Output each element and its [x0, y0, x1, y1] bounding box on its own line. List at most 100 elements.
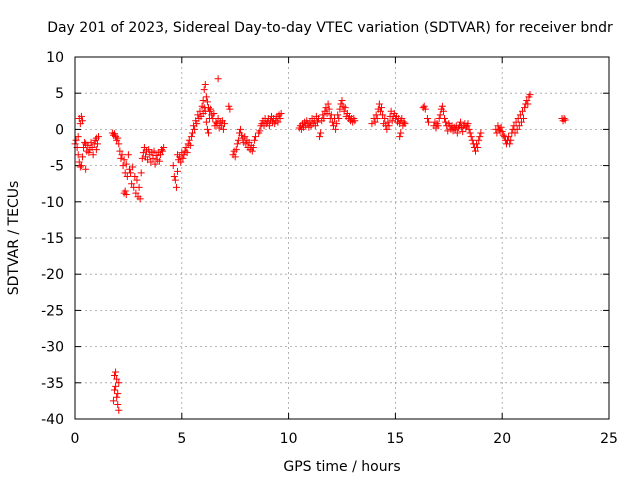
data-point — [138, 154, 146, 162]
data-point — [457, 118, 465, 126]
data-point — [72, 136, 80, 144]
x-tick-label: 15 — [386, 431, 404, 447]
data-point — [77, 162, 85, 170]
data-point — [251, 133, 259, 141]
data-point — [271, 120, 279, 128]
data-point — [120, 156, 128, 164]
data-point — [170, 172, 178, 180]
data-point — [199, 96, 207, 104]
data-point — [453, 129, 461, 137]
data-point — [82, 165, 90, 173]
data-point — [122, 191, 130, 199]
data-point — [328, 118, 336, 126]
data-point — [213, 120, 221, 128]
data-point — [313, 118, 321, 126]
x-tick-label: 25 — [600, 431, 618, 447]
data-point — [202, 118, 210, 126]
data-point — [379, 111, 387, 119]
data-point — [81, 138, 89, 146]
data-point — [80, 144, 88, 151]
data-point — [561, 116, 569, 124]
data-point — [303, 117, 311, 125]
data-point — [375, 100, 383, 108]
data-point — [459, 128, 467, 136]
data-point — [323, 109, 331, 117]
data-point — [118, 151, 126, 159]
data-point — [137, 169, 145, 177]
data-point — [476, 133, 484, 141]
data-point — [194, 111, 202, 119]
x-tick-label: 20 — [493, 431, 511, 447]
data-point — [341, 104, 349, 112]
data-point — [231, 153, 239, 161]
y-tick-label: -20 — [41, 267, 64, 283]
data-point — [219, 125, 227, 133]
data-point — [338, 96, 346, 104]
data-point — [376, 107, 384, 115]
data-point — [149, 154, 157, 162]
data-point — [335, 115, 343, 123]
y-tick-label: 10 — [46, 50, 64, 66]
data-point — [322, 104, 330, 112]
data-point — [122, 160, 130, 168]
data-point — [423, 115, 431, 123]
data-point — [115, 379, 123, 387]
data-point — [436, 111, 444, 119]
data-point — [210, 109, 218, 117]
y-tick-label: -5 — [50, 159, 64, 175]
data-point — [109, 397, 117, 405]
data-point — [517, 118, 525, 126]
data-point — [145, 146, 153, 154]
data-point — [464, 120, 472, 128]
data-point — [434, 122, 442, 130]
data-point — [179, 154, 187, 162]
data-point — [128, 180, 136, 188]
data-point — [111, 372, 119, 380]
data-point — [274, 118, 282, 126]
data-point — [191, 125, 199, 133]
data-point — [207, 105, 215, 113]
data-point — [498, 128, 506, 136]
chart-title: Day 201 of 2023, Sidereal Day-to-day VTE… — [47, 20, 613, 36]
data-point — [176, 153, 184, 161]
x-tick-label: 10 — [280, 431, 298, 447]
data-point — [372, 111, 380, 119]
data-point — [78, 117, 86, 125]
data-point — [265, 122, 273, 130]
data-point — [506, 140, 514, 148]
data-point — [140, 144, 148, 151]
data-point — [169, 162, 177, 170]
data-point — [442, 118, 450, 126]
data-point — [132, 189, 140, 197]
data-points — [71, 75, 569, 414]
data-point — [119, 162, 127, 170]
data-point — [147, 158, 155, 166]
data-point — [516, 111, 524, 119]
data-point — [139, 149, 147, 157]
data-point — [306, 118, 314, 126]
x-tick-labels: 0 5 10 15 20 25 — [71, 431, 618, 447]
data-point — [398, 115, 406, 123]
data-point — [76, 163, 84, 171]
data-point — [249, 144, 257, 151]
data-point — [468, 136, 476, 144]
data-point — [368, 120, 376, 128]
data-point — [112, 368, 120, 376]
data-point — [133, 176, 141, 184]
data-point — [477, 129, 485, 137]
data-point — [89, 151, 97, 159]
x-tick-label: 0 — [71, 431, 80, 447]
data-point — [77, 112, 85, 120]
data-point — [182, 144, 190, 151]
data-point — [425, 118, 433, 126]
data-point — [226, 105, 234, 113]
data-point — [499, 131, 507, 139]
data-point — [396, 133, 404, 141]
data-point — [316, 133, 324, 141]
data-point — [384, 118, 392, 126]
data-point — [518, 107, 526, 115]
data-point — [334, 111, 342, 119]
data-point — [135, 183, 143, 191]
data-point — [451, 125, 459, 133]
data-point — [221, 120, 229, 128]
